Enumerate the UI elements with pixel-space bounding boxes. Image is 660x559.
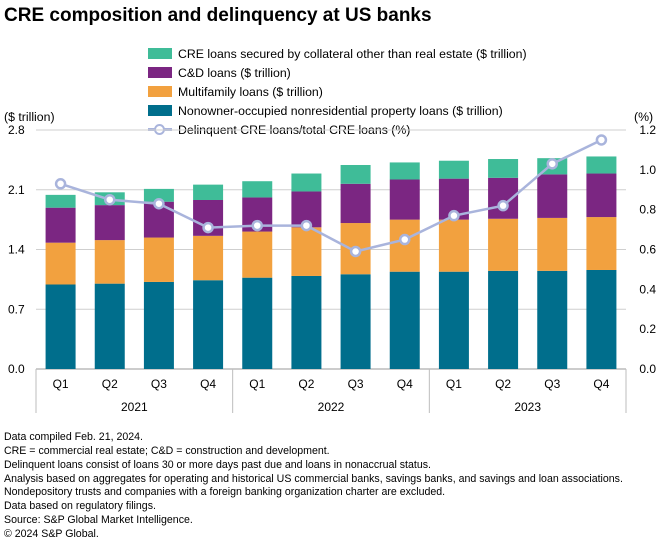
right-tick-label: 0.8 [639,203,656,217]
bar-nonowner-segment [144,282,174,369]
bar-other-segment [439,161,469,179]
year-label: 2022 [318,400,345,414]
delinquency-point [105,195,114,204]
bar-nonowner-segment [291,276,321,369]
x-tick-label: Q3 [151,377,167,391]
bar-other-segment [291,174,321,192]
left-tick-label: 2.8 [8,123,25,137]
bar-cd-segment [586,174,616,218]
delinquency-point [400,235,409,244]
x-tick-label: Q4 [397,377,413,391]
x-tick-label: Q1 [53,377,69,391]
note-source: Source: S&P Global Market Intelligence. [4,514,654,527]
bar-cd-segment [341,184,371,223]
right-tick-label: 0.0 [639,362,656,376]
chart-notes: Data compiled Feb. 21, 2024. CRE = comme… [4,431,654,542]
delinquency-point [253,221,262,230]
bar-nonowner-segment [46,284,76,369]
right-tick-label: 1.0 [639,163,656,177]
x-tick-label: Q2 [102,377,118,391]
note-cre-definition: CRE = commercial real estate; C&D = cons… [4,445,654,458]
bar-cd-segment [537,174,567,218]
bar-nonowner-segment [193,280,223,369]
bar-cd-segment [46,208,76,243]
delinquency-point [499,201,508,210]
bar-multifamily-segment [242,232,272,278]
note-regulatory: Data based on regulatory filings. [4,500,654,513]
bar-multifamily-segment [291,227,321,276]
bar-nonowner-segment [488,271,518,369]
bar-multifamily-segment [193,236,223,280]
x-tick-label: Q4 [200,377,216,391]
delinquency-point [154,199,163,208]
delinquency-point [56,179,65,188]
x-tick-label: Q3 [348,377,364,391]
bar-other-segment [193,185,223,200]
x-tick-label: Q3 [544,377,560,391]
bar-multifamily-segment [537,218,567,271]
delinquency-point [351,247,360,256]
x-tick-label: Q2 [495,377,511,391]
bar-multifamily-segment [488,219,518,271]
bar-nonowner-segment [439,272,469,369]
chart-plot: 0.0 0.7 1.4 2.1 2.8 0.0 0.2 0.4 0.6 0.8 1.0 1.2 Q1 Q2… [0,0,660,430]
left-tick-label: 1.4 [8,243,25,257]
bar-multifamily-segment [144,238,174,282]
delinquency-point [597,135,606,144]
bar-multifamily-segment [95,240,125,284]
bar-other-segment [341,165,371,184]
right-tick-label: 1.2 [639,123,656,137]
bar-other-segment [46,195,76,208]
bar-other-segment [390,162,420,179]
left-tick-label: 0.0 [8,362,25,376]
right-tick-label: 0.4 [639,282,656,296]
bar-other-segment [488,159,518,178]
note-delinquent-definition: Delinquent loans consist of loans 30 or … [4,459,654,472]
delinquency-point [302,221,311,230]
right-tick-label: 0.2 [639,322,656,336]
x-tick-label: Q4 [593,377,609,391]
bar-nonowner-segment [242,278,272,369]
bar-multifamily-segment [439,220,469,272]
note-copyright: © 2024 S&P Global. [4,528,654,541]
delinquency-line [61,140,602,252]
left-tick-label: 2.1 [8,183,25,197]
bar-cd-segment [95,205,125,240]
bar-multifamily-segment [586,217,616,270]
bar-multifamily-segment [46,243,76,285]
delinquency-point [449,211,458,220]
left-tick-label: 0.7 [8,302,25,316]
right-tick-label: 0.6 [639,243,656,257]
bar-multifamily-segment [390,220,420,272]
bar-nonowner-segment [95,284,125,369]
x-tick-label: Q1 [249,377,265,391]
bar-nonowner-segment [390,272,420,369]
bar-nonowner-segment [586,270,616,369]
bar-other-segment [242,181,272,197]
year-label: 2023 [514,400,541,414]
delinquency-point [548,159,557,168]
bar-cd-segment [390,180,420,220]
note-analysis-basis: Analysis based on aggregates for operati… [4,473,654,499]
bar-nonowner-segment [537,271,567,369]
x-tick-label: Q1 [446,377,462,391]
x-tick-label: Q2 [298,377,314,391]
year-label: 2021 [121,400,148,414]
bar-nonowner-segment [341,274,371,369]
note-date: Data compiled Feb. 21, 2024. [4,431,654,444]
bar-other-segment [586,156,616,173]
delinquency-point [204,223,213,232]
